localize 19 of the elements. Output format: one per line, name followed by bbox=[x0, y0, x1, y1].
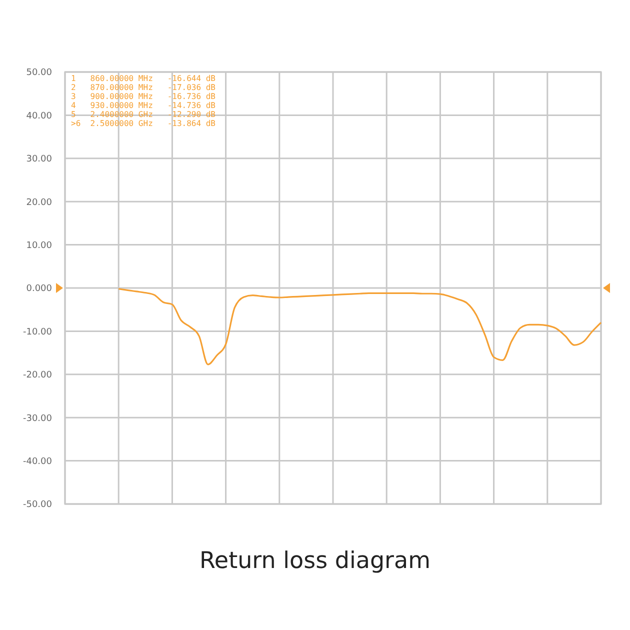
text: Return loss diagram bbox=[198, 548, 432, 574]
annotation: 5 2.4000000 GHz -12.290 dB bbox=[71, 110, 216, 119]
line-series bbox=[118, 288, 602, 366]
y-tick-label: 20.00 bbox=[26, 198, 52, 208]
annotation: 4 930.00000 MHz -14.736 dB bbox=[71, 101, 216, 110]
y-tick-label: -30.00 bbox=[22, 414, 52, 424]
y-tick-label: -10.00 bbox=[22, 327, 52, 338]
y-tick-label: 40.00 bbox=[26, 111, 52, 122]
annotation: 1 860.00000 MHz -16.644 dB bbox=[71, 74, 216, 83]
y-tick-label: 30.00 bbox=[26, 154, 52, 165]
y-tick-label: -50.00 bbox=[22, 500, 52, 510]
annotation: 3 900.00000 MHz -16.736 dB bbox=[71, 92, 216, 101]
y-tick-label: 10.00 bbox=[26, 240, 52, 251]
y-tick-label: -40.00 bbox=[22, 456, 52, 467]
annotation: >6 2.5000000 GHz -13.864 dB bbox=[71, 119, 216, 128]
y-tick-label: 0.000 bbox=[26, 284, 52, 294]
y-tick-label: -20.00 bbox=[22, 370, 52, 381]
annotation: 2 870.00000 MHz -17.036 dB bbox=[71, 83, 216, 92]
y-tick-label: 50.00 bbox=[26, 68, 52, 78]
